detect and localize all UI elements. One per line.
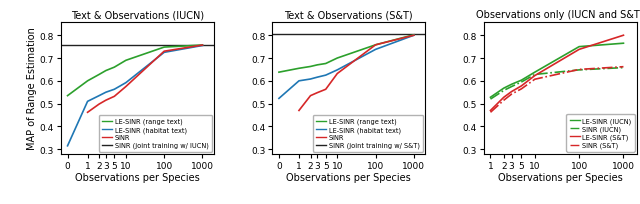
Title: Text & Observations (IUCN): Text & Observations (IUCN) (71, 10, 204, 20)
Title: Text & Observations (S&T): Text & Observations (S&T) (285, 10, 413, 20)
Legend: LE-SINR (range text), LE-SINR (habitat text), SINR, SINR (joint training w/ S&T): LE-SINR (range text), LE-SINR (habitat t… (313, 115, 424, 152)
X-axis label: Observations per Species: Observations per Species (75, 173, 200, 183)
X-axis label: Observations per Species: Observations per Species (498, 173, 623, 183)
Legend: LE-SINR (range text), LE-SINR (habitat text), SINR, SINR (joint training w/ IUCN: LE-SINR (range text), LE-SINR (habitat t… (99, 115, 212, 152)
X-axis label: Observations per Species: Observations per Species (287, 173, 411, 183)
Legend: LE-SINR (IUCN), SINR (IUCN), LE-SINR (S&T), SINR (S&T): LE-SINR (IUCN), SINR (IUCN), LE-SINR (S&… (566, 115, 635, 152)
Title: Observations only (IUCN and S&T): Observations only (IUCN and S&T) (476, 10, 640, 20)
Y-axis label: MAP of Range Estimation: MAP of Range Estimation (27, 27, 36, 149)
